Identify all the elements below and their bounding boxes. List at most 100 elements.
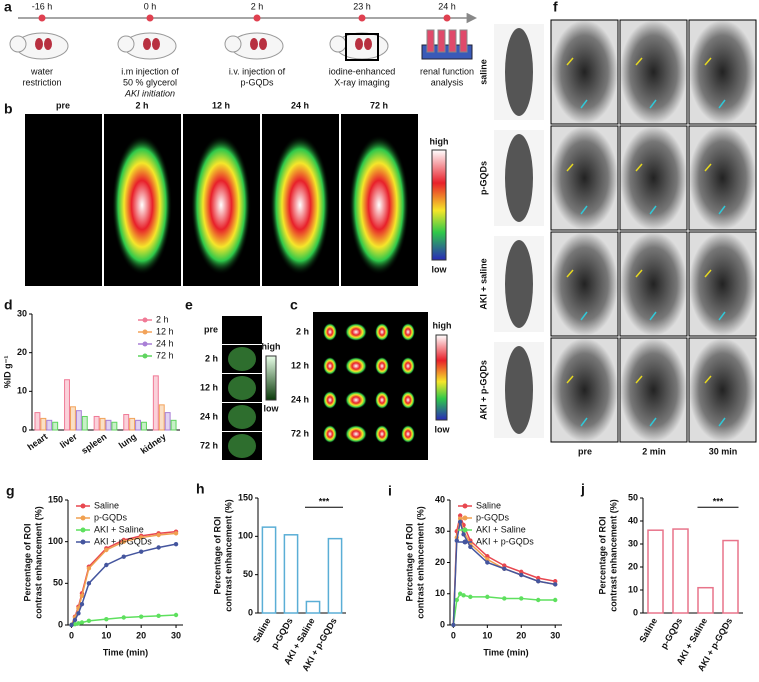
x-tick-label: 10 xyxy=(482,630,492,640)
legend-label: 2 h xyxy=(156,314,169,324)
step-text: X-ray imaging xyxy=(334,77,390,87)
arrow-cyan xyxy=(649,311,657,321)
organ xyxy=(323,357,337,375)
time-label: 0 h xyxy=(144,1,157,11)
skeleton xyxy=(505,346,533,434)
fluorescence-image xyxy=(25,114,102,286)
column-label: pre xyxy=(578,446,592,456)
y-axis-label: contrast enhancement (%) xyxy=(415,506,425,619)
y-tick-label: 0 xyxy=(248,607,253,617)
kidney xyxy=(143,38,151,50)
panel-label: d xyxy=(4,297,13,313)
bar xyxy=(158,404,165,431)
xray-frame xyxy=(345,33,379,61)
tube xyxy=(448,29,457,53)
point xyxy=(502,596,507,601)
organ xyxy=(375,357,389,375)
step-text: water xyxy=(30,66,53,76)
tube xyxy=(426,29,435,53)
step-text: i.m injection of xyxy=(121,66,179,76)
organ xyxy=(375,425,389,443)
colorbar-high: high xyxy=(433,320,452,330)
point xyxy=(76,611,81,616)
x-tick-label: 0 xyxy=(451,630,456,640)
kidney xyxy=(44,38,52,50)
organ xyxy=(401,357,415,375)
x-tick-label: kidney xyxy=(139,431,168,456)
kidney xyxy=(259,38,267,50)
row-label: 72 h xyxy=(291,428,309,438)
x-axis-label: Time (min) xyxy=(483,647,528,657)
xray-image xyxy=(619,125,688,231)
bar xyxy=(647,529,664,614)
point xyxy=(457,519,463,525)
y-tick-label: 40 xyxy=(628,515,638,525)
point xyxy=(138,614,144,619)
signal xyxy=(228,434,256,458)
arrow-yellow xyxy=(635,163,643,172)
bar xyxy=(64,379,70,431)
panel-label: c xyxy=(290,297,298,313)
point xyxy=(104,562,109,568)
bar xyxy=(52,421,59,431)
x-tick-label: spleen xyxy=(79,431,108,456)
colorbar-high: high xyxy=(262,341,281,351)
legend-label: AKI + p-GQDs xyxy=(94,536,152,546)
colorbar xyxy=(431,149,447,261)
organ xyxy=(401,391,415,409)
y-tick-label: 30 xyxy=(435,526,445,536)
x-tick-label: 20 xyxy=(516,630,526,640)
signal xyxy=(112,135,172,275)
x-tick-label: 10 xyxy=(101,630,111,640)
step-text: analysis xyxy=(431,77,464,87)
y-tick-label: 150 xyxy=(48,494,63,504)
line xyxy=(70,543,177,626)
bar xyxy=(722,539,739,614)
arrow-yellow xyxy=(566,269,574,278)
organ xyxy=(345,391,367,409)
step-text: i.v. injection of xyxy=(229,66,286,76)
point xyxy=(156,532,161,538)
y-axis-label: Percentage of ROI xyxy=(597,516,607,594)
arrow-yellow xyxy=(704,375,712,384)
point xyxy=(461,532,466,537)
kidney xyxy=(35,38,43,50)
legend-marker xyxy=(80,503,86,509)
legend-label: Saline xyxy=(476,500,501,510)
legend-marker xyxy=(142,329,148,335)
arrow-yellow xyxy=(566,375,574,384)
panel-label: a xyxy=(4,0,12,15)
panel-label: i xyxy=(388,483,392,499)
organ xyxy=(375,323,389,341)
mouse-head xyxy=(329,35,347,53)
point xyxy=(454,597,459,603)
point xyxy=(536,579,541,584)
kidney xyxy=(250,38,258,50)
y-tick-label: 10 xyxy=(435,588,445,598)
legend-marker xyxy=(80,539,86,545)
time-label: -16 h xyxy=(32,1,53,11)
skeleton xyxy=(505,134,533,222)
legend-marker xyxy=(80,515,86,521)
mouse-head xyxy=(117,35,135,53)
kidney xyxy=(355,38,363,50)
panel-label: g xyxy=(6,483,15,499)
legend-label: p-GQDs xyxy=(476,512,510,522)
y-tick-label: 20 xyxy=(435,557,445,567)
y-axis-label: contrast enhancement (%) xyxy=(33,506,43,619)
point xyxy=(457,591,463,596)
row-label: 72 h xyxy=(200,440,218,450)
arrow-cyan xyxy=(718,417,726,427)
point xyxy=(86,618,92,624)
kidney xyxy=(364,38,372,50)
legend-label: AKI + Saline xyxy=(476,524,526,534)
mouse-head xyxy=(9,35,27,53)
point xyxy=(79,593,85,599)
arrow-yellow xyxy=(566,163,574,172)
point xyxy=(468,544,473,550)
column-label: pre xyxy=(56,100,70,110)
y-tick-label: 30 xyxy=(628,538,638,548)
bar xyxy=(40,417,47,431)
y-tick-label: 0 xyxy=(633,607,638,617)
bar xyxy=(105,419,112,431)
